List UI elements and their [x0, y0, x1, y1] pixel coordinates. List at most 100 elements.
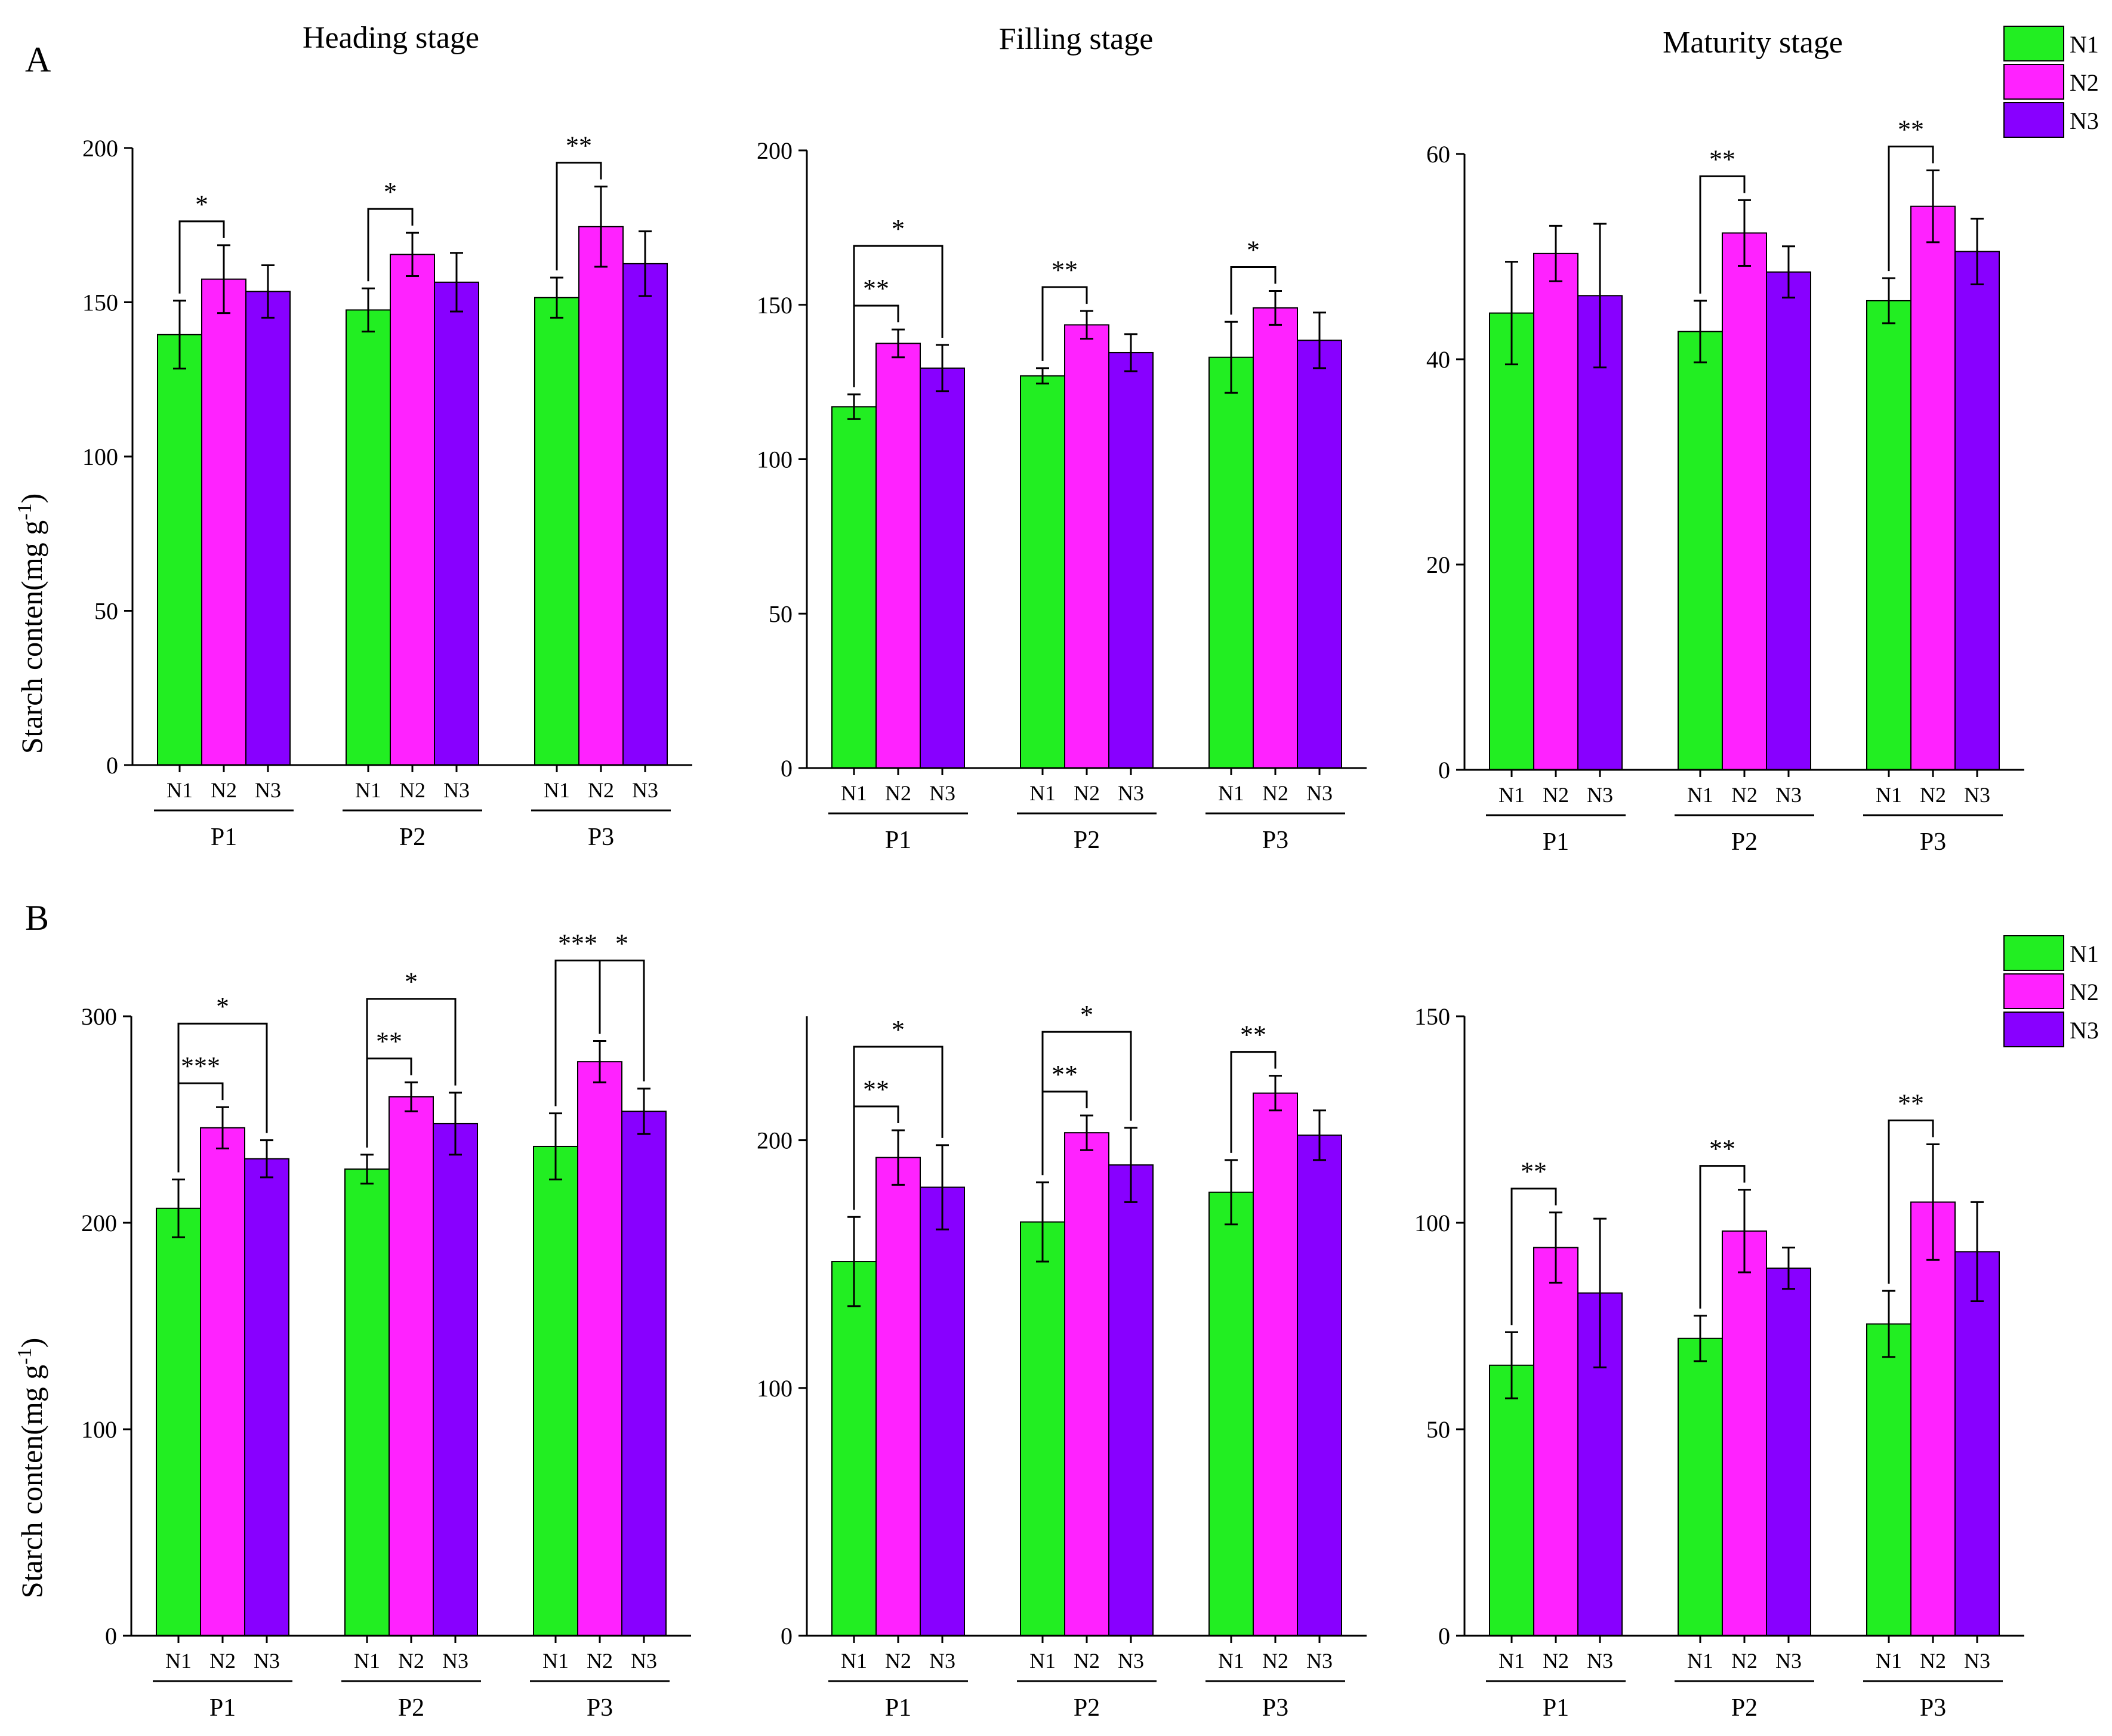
error-bar — [1549, 224, 1562, 282]
bar-p1-n3 — [244, 1158, 289, 1636]
significance-label: * — [1247, 235, 1260, 264]
legend-swatch-n3 — [2003, 1012, 2064, 1047]
y-tick-label: 100 — [82, 443, 118, 470]
significance-bracket: ** — [1699, 144, 1746, 294]
x-tick-label: N1 — [354, 1649, 380, 1673]
error-bar — [847, 1216, 861, 1308]
group-label: P2 — [1731, 828, 1758, 856]
x-tick-label: N2 — [885, 781, 911, 805]
bar-p2-n2 — [1064, 324, 1109, 769]
group-label: P3 — [1920, 828, 1946, 856]
error-bar — [1694, 1315, 1707, 1362]
bar-p2-n2 — [390, 254, 435, 766]
significance-label: ** — [1709, 144, 1735, 174]
y-tick-label: 50 — [1426, 1416, 1450, 1443]
x-tick-label: N2 — [1074, 781, 1100, 805]
y-tick-label: 50 — [94, 598, 118, 625]
x-tick-label: N3 — [632, 778, 658, 802]
significance-label: ** — [566, 131, 592, 161]
error-bar — [1926, 169, 1940, 243]
error-bar — [216, 1106, 229, 1149]
x-tick-label: N3 — [929, 781, 955, 805]
x-tick-label: N1 — [841, 1649, 867, 1673]
error-bar — [360, 1154, 374, 1185]
error-bar — [1124, 333, 1137, 372]
bar-p1-n2 — [875, 1157, 921, 1636]
bar-p3-n1 — [1208, 1191, 1254, 1636]
x-tick-label: N2 — [209, 1649, 236, 1673]
bar-p3-n2 — [1253, 1092, 1298, 1637]
chart-panel-b-right: 0 50 100 150 N1 N2 N3 P1 N1 N2 N3 P2 N1 N2 N3 P3 ** ** ** — [1414, 1003, 2024, 1722]
error-bar — [593, 1040, 606, 1084]
y-tick-label: 0 — [106, 752, 118, 779]
error-bar — [406, 232, 419, 277]
x-tick-label: N3 — [1306, 1649, 1333, 1673]
y-tick-label: 200 — [757, 1127, 793, 1154]
bar-p3-n3 — [1954, 251, 2000, 770]
x-tick-label: N1 — [841, 781, 867, 805]
error-bar — [449, 1091, 462, 1156]
bar-p1-n2 — [875, 343, 921, 769]
significance-bracket: ** — [1041, 255, 1088, 361]
error-bar — [1269, 1075, 1282, 1112]
error-bar — [450, 252, 463, 313]
bar-p1-n1 — [1489, 312, 1534, 770]
x-tick-label: N2 — [1920, 783, 1946, 807]
group-label: P1 — [1543, 828, 1569, 856]
bar-p2-n3 — [1108, 351, 1154, 769]
y-tick-label: 200 — [757, 137, 793, 164]
error-bar — [172, 1178, 185, 1238]
bar-p1-n2 — [200, 1127, 245, 1636]
significance-bracket: ** — [1888, 115, 1934, 272]
bar-p3-n2 — [577, 1061, 622, 1636]
bar-p3-n1 — [533, 1145, 578, 1636]
bar-p3-n2 — [1253, 307, 1298, 769]
x-tick-label: N3 — [1964, 1649, 1990, 1673]
x-tick-label: N1 — [355, 778, 381, 802]
error-bar — [1593, 223, 1607, 369]
error-bar — [847, 393, 861, 420]
error-bar — [1505, 1331, 1518, 1399]
significance-label: ** — [863, 1075, 889, 1104]
x-tick-label: N3 — [1118, 781, 1144, 805]
x-tick-label: N2 — [1543, 1649, 1569, 1673]
error-bar — [1738, 199, 1751, 267]
bar-p2-n3 — [1766, 271, 1811, 770]
bar-p2-n1 — [344, 1168, 390, 1637]
group-label: P3 — [1920, 1694, 1946, 1722]
bar-p2-n3 — [1108, 1164, 1154, 1636]
significance-bracket: * — [853, 214, 944, 387]
significance-label: * — [892, 214, 905, 243]
significance-bracket: *** — [177, 1052, 224, 1173]
legend-label-n3: N3 — [2070, 1017, 2099, 1044]
x-tick-label: N1 — [1687, 1649, 1713, 1673]
error-bar — [173, 300, 186, 370]
y-tick-label: 200 — [82, 135, 118, 162]
bar-p2-n2 — [1722, 232, 1767, 770]
error-bar — [260, 1139, 273, 1179]
x-tick-label: N1 — [1029, 1649, 1056, 1673]
significance-label: * — [615, 929, 628, 958]
legend-swatch-n1 — [2003, 935, 2064, 971]
x-tick-label: N3 — [1775, 1649, 1802, 1673]
error-bar — [405, 1081, 418, 1112]
significance-bracket: * — [178, 190, 225, 294]
significance-label: ** — [863, 274, 889, 303]
y-tick-label: 100 — [757, 1375, 793, 1402]
significance-bracket: * — [1041, 1000, 1132, 1176]
significance-label: *** — [181, 1052, 220, 1081]
x-tick-label: N1 — [542, 1649, 569, 1673]
group-label: P1 — [885, 827, 911, 854]
bar-p2-n2 — [389, 1096, 434, 1636]
significance-label: * — [216, 992, 229, 1021]
x-tick-label: N2 — [1074, 1649, 1100, 1673]
bar-p2-n3 — [433, 1123, 478, 1637]
error-bar — [1549, 1211, 1562, 1284]
significance-label: *** — [558, 929, 597, 958]
legend-row-a: N1 N2 N3 — [2003, 26, 2099, 138]
bar-p3-n3 — [622, 263, 668, 766]
significance-bracket: * — [1230, 235, 1277, 315]
x-tick-label: N1 — [165, 1649, 192, 1673]
significance-label: ** — [376, 1027, 402, 1056]
